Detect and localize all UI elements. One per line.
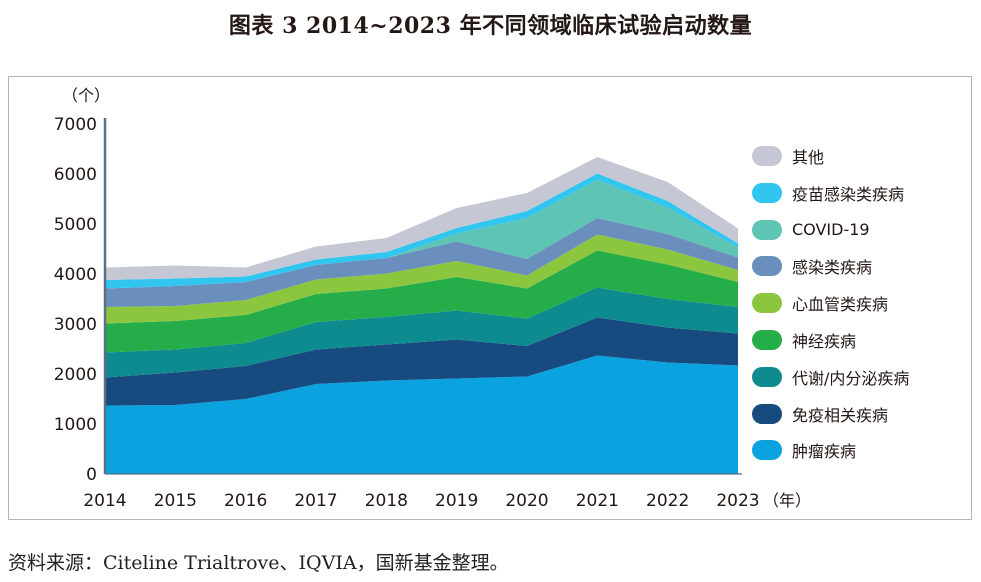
x-tick-label: 2020	[505, 491, 548, 511]
series-area-6	[105, 218, 738, 307]
series-area-5	[105, 234, 738, 324]
y-tick-label: 4000	[54, 265, 97, 285]
source-note: 资料来源：Citeline Trialtrove、IQVIA，国新基金整理。	[8, 552, 509, 574]
series-area-1	[105, 355, 738, 474]
series-area-3	[105, 287, 738, 378]
legend-label: 肿瘤疾病	[792, 442, 857, 462]
y-tick-label: 6000	[54, 165, 97, 185]
legend-item: 代谢/内分泌疾病	[752, 365, 909, 389]
y-tick-label: 7000	[54, 115, 97, 135]
x-tick-label: 2015	[154, 491, 197, 511]
legend-swatch	[752, 182, 782, 203]
legend-label: 神经疾病	[792, 332, 857, 351]
legend-swatch	[752, 146, 782, 166]
legend-swatch	[752, 330, 782, 350]
legend-item: 神经疾病	[752, 328, 856, 352]
legend-label: 代谢/内分泌疾病	[792, 368, 910, 388]
series-area-2	[105, 317, 738, 406]
legend-swatch	[752, 440, 782, 461]
x-tick-label: 2016	[224, 491, 267, 511]
y-tick-label: 3000	[54, 315, 97, 335]
legend-label: 免疫相关疾病	[792, 405, 889, 425]
x-tick-label: 2019	[435, 491, 478, 511]
legend-item: 其他	[752, 144, 824, 168]
legend-item: 免疫相关疾病	[752, 402, 888, 426]
legend-label: 心血管类疾病	[792, 295, 889, 315]
legend-swatch	[752, 219, 782, 240]
chart-frame	[8, 76, 972, 520]
legend-swatch	[752, 256, 782, 277]
y-tick-label: 0	[86, 465, 97, 485]
legend-item: 肿瘤疾病	[752, 438, 856, 462]
legend-swatch	[752, 403, 782, 424]
series-area-9	[105, 157, 738, 280]
x-tick-label: 2014	[83, 491, 126, 511]
legend-swatch	[752, 293, 782, 314]
legend-label: 其他	[792, 148, 825, 167]
x-tick-label: 2022	[646, 491, 689, 511]
legend-swatch	[752, 366, 782, 387]
legend-label: 疫苗感染类疾病	[792, 184, 905, 204]
y-unit-label: （个）	[62, 86, 110, 105]
legend-item: 疫苗感染类疾病	[752, 181, 904, 205]
x-tick-label: 2023	[716, 491, 759, 511]
y-tick-label: 5000	[54, 215, 97, 235]
x-tick-label: 2017	[294, 491, 337, 511]
y-tick-label: 1000	[54, 415, 97, 435]
legend-item: 感染类疾病	[752, 254, 872, 278]
x-unit-label: （年）	[763, 491, 811, 510]
figure-title: 图表 3 2014~2023 年不同领域临床试验启动数量	[228, 13, 753, 39]
series-area-7	[105, 179, 738, 289]
y-tick-label: 2000	[54, 365, 97, 385]
series-area-4	[105, 250, 738, 353]
legend-item: 心血管类疾病	[752, 291, 888, 315]
x-tick-label: 2021	[576, 491, 619, 511]
legend-label: COVID-19	[792, 220, 870, 240]
x-tick-label: 2018	[365, 491, 408, 511]
legend-item: COVID-19	[752, 218, 870, 242]
legend-label: 感染类疾病	[792, 258, 873, 278]
